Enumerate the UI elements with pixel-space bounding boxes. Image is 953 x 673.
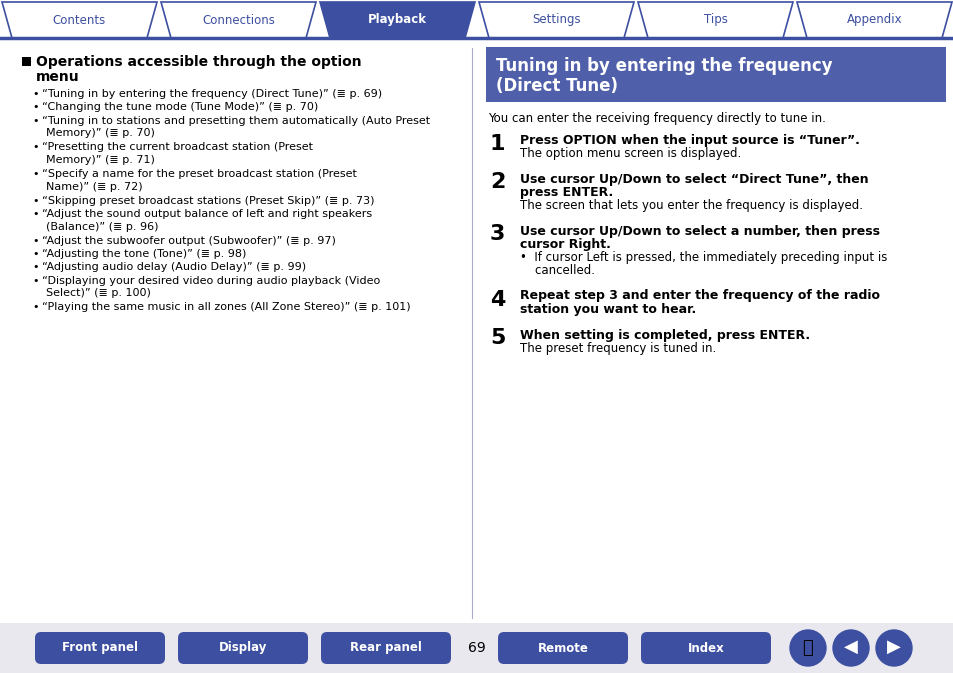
Text: The preset frequency is tuned in.: The preset frequency is tuned in. [519,342,716,355]
Text: “Changing the tune mode (Tune Mode)” (≣ p. 70): “Changing the tune mode (Tune Mode)” (≣ … [42,102,318,112]
Bar [485,47,945,102]
Text: (Balance)” (≣ p. 96): (Balance)” (≣ p. 96) [46,221,158,232]
FancyBboxPatch shape [640,632,770,664]
Text: “Displaying your desired video during audio playback (Video: “Displaying your desired video during au… [42,276,380,286]
Text: Index: Index [687,641,723,655]
Text: 4: 4 [490,289,505,310]
Text: Remote: Remote [537,641,588,655]
Text: •: • [32,249,38,259]
Polygon shape [161,2,315,38]
Text: Contents: Contents [52,13,106,26]
Text: “Playing the same music in all zones (All Zone Stereo)” (≣ p. 101): “Playing the same music in all zones (Al… [42,302,410,312]
Text: •: • [32,276,38,286]
Circle shape [832,630,868,666]
Text: Name)” (≣ p. 72): Name)” (≣ p. 72) [46,182,143,192]
Polygon shape [478,2,634,38]
Text: Front panel: Front panel [62,641,138,655]
Bar [0,623,953,673]
Text: 5: 5 [490,328,505,349]
Text: Memory)” (≣ p. 71): Memory)” (≣ p. 71) [46,155,154,165]
Text: When setting is completed, press ENTER.: When setting is completed, press ENTER. [519,328,809,341]
Text: press ENTER.: press ENTER. [519,186,613,199]
Text: Connections: Connections [202,13,274,26]
Text: The option menu screen is displayed.: The option menu screen is displayed. [519,147,740,160]
Text: cursor Right.: cursor Right. [519,238,610,251]
Text: 1: 1 [490,134,505,154]
Text: Tuning in by entering the frequency: Tuning in by entering the frequency [496,57,832,75]
Text: Operations accessible through the option: Operations accessible through the option [36,55,361,69]
Text: 69: 69 [468,641,485,655]
Circle shape [875,630,911,666]
Text: The screen that lets you enter the frequency is displayed.: The screen that lets you enter the frequ… [519,199,862,213]
Text: cancelled.: cancelled. [519,264,595,277]
Text: Select)” (≣ p. 100): Select)” (≣ p. 100) [46,289,151,299]
Text: Rear panel: Rear panel [350,641,421,655]
Text: Press OPTION when the input source is “Tuner”.: Press OPTION when the input source is “T… [519,134,859,147]
Text: Use cursor Up/Down to select “Direct Tune”, then: Use cursor Up/Down to select “Direct Tun… [519,172,868,186]
Text: Use cursor Up/Down to select a number, then press: Use cursor Up/Down to select a number, t… [519,225,879,238]
Text: Playback: Playback [368,13,427,26]
Text: “Presetting the current broadcast station (Preset: “Presetting the current broadcast statio… [42,143,313,153]
Text: “Skipping preset broadcast stations (Preset Skip)” (≣ p. 73): “Skipping preset broadcast stations (Pre… [42,195,375,205]
Text: •: • [32,143,38,153]
Text: “Adjusting the tone (Tone)” (≣ p. 98): “Adjusting the tone (Tone)” (≣ p. 98) [42,249,246,259]
Polygon shape [319,2,475,38]
Text: “Adjust the sound output balance of left and right speakers: “Adjust the sound output balance of left… [42,209,372,219]
Text: Tips: Tips [702,13,727,26]
FancyBboxPatch shape [35,632,165,664]
Text: •: • [32,116,38,126]
Text: Settings: Settings [532,13,580,26]
Text: You can enter the receiving frequency directly to tune in.: You can enter the receiving frequency di… [488,112,825,125]
Text: •: • [32,89,38,99]
FancyBboxPatch shape [320,632,451,664]
Text: •: • [32,195,38,205]
Text: Memory)” (≣ p. 70): Memory)” (≣ p. 70) [46,129,154,139]
Text: “Adjust the subwoofer output (Subwoofer)” (≣ p. 97): “Adjust the subwoofer output (Subwoofer)… [42,236,335,246]
Text: “Specify a name for the preset broadcast station (Preset: “Specify a name for the preset broadcast… [42,169,356,179]
Text: Display: Display [218,641,267,655]
FancyBboxPatch shape [178,632,308,664]
Text: •: • [32,169,38,179]
Text: ◀: ◀ [843,638,857,656]
Circle shape [789,630,825,666]
Text: station you want to hear.: station you want to hear. [519,303,696,316]
Bar [22,57,30,66]
FancyBboxPatch shape [497,632,627,664]
Text: •: • [32,236,38,246]
Text: “Tuning in to stations and presetting them automatically (Auto Preset: “Tuning in to stations and presetting th… [42,116,430,126]
Text: menu: menu [36,70,79,84]
Text: (Direct Tune): (Direct Tune) [496,77,618,95]
Text: ▶: ▶ [886,638,900,656]
Text: 3: 3 [490,225,505,244]
Polygon shape [796,2,951,38]
Text: Repeat step 3 and enter the frequency of the radio: Repeat step 3 and enter the frequency of… [519,289,879,302]
Text: 🏠: 🏠 [801,639,813,657]
Text: Appendix: Appendix [846,13,902,26]
Text: •: • [32,262,38,273]
Text: “Tuning in by entering the frequency (Direct Tune)” (≣ p. 69): “Tuning in by entering the frequency (Di… [42,89,382,99]
Text: •: • [32,102,38,112]
Text: “Adjusting audio delay (Audio Delay)” (≣ p. 99): “Adjusting audio delay (Audio Delay)” (≣… [42,262,306,273]
Text: •: • [32,209,38,219]
Text: 2: 2 [490,172,505,192]
Polygon shape [2,2,157,38]
Text: •  If cursor Left is pressed, the immediately preceding input is: • If cursor Left is pressed, the immedia… [519,252,886,264]
Text: •: • [32,302,38,312]
Polygon shape [638,2,792,38]
